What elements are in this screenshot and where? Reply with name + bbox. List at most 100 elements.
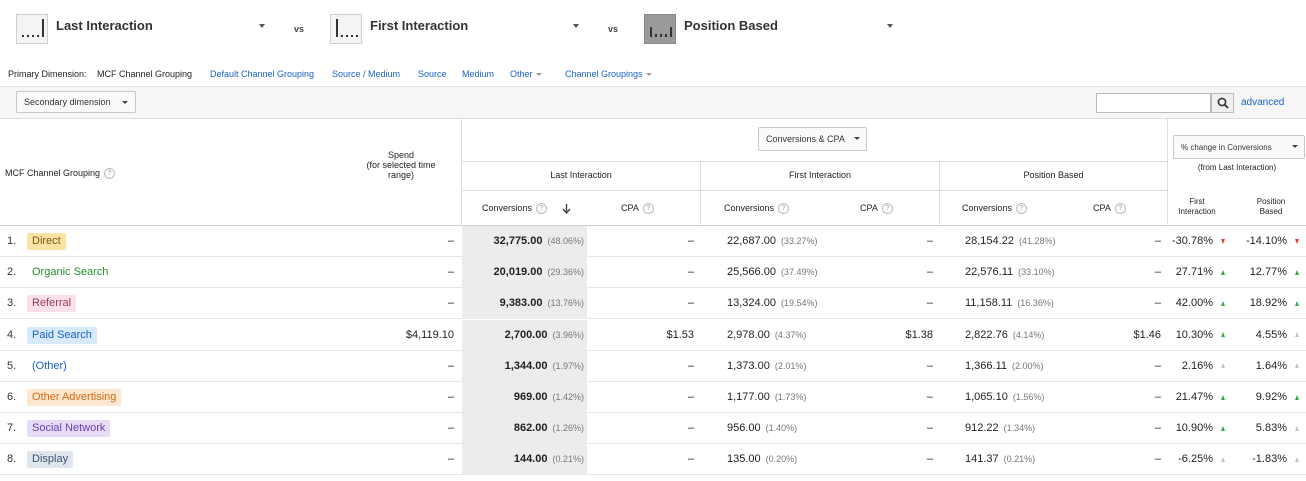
spend-cell: – [447,453,454,466]
pb-cpa-cell: – [1154,235,1161,247]
pb-conversions-cell: 28,154.22 (41.28%) [965,226,1055,257]
link-source-medium[interactable]: Source / Medium [332,69,401,79]
chevron-down-icon [1292,145,1298,148]
fi-conversions-pct: (33.27%) [780,236,818,246]
pb-conversions-pct: (1.56%) [1012,392,1045,402]
link-channel-groupings-dropdown[interactable]: Channel Groupings [565,69,652,79]
change-position-cell: -1.83% [1252,453,1287,466]
model-select-position-based[interactable]: Position Based [644,14,894,44]
li-conversions-cell: 1,344.00 (1.97%) [462,351,584,382]
spend-cell: – [447,391,454,403]
pb-conversions-pct: (0.21%) [1003,454,1036,465]
li-cpa-cell: – [687,266,694,279]
search-button[interactable] [1211,93,1234,113]
channel-link[interactable]: Other Advertising [27,389,122,406]
help-icon[interactable]: ? [104,168,116,180]
table-toolbar: Secondary dimension advanced [0,86,1306,119]
table-row: 1. Direct – 32,775.00 (48.06%) – 22,687.00 (33.… [0,226,1306,257]
fi-conversions-value: 13,324.00 [727,297,776,310]
header-spend[interactable]: Spend (for selected time range) [352,150,450,180]
pb-conversions-cell: 141.37 (0.21%) [965,444,1035,475]
change-arrow-icon [1221,269,1225,275]
advanced-filter-link[interactable]: advanced [1241,97,1285,108]
search-input[interactable] [1096,93,1211,113]
fi-cpa-cell: – [926,422,933,435]
li-conversions-cell: 862.00 (1.26%) [462,413,584,444]
help-icon[interactable]: ? [881,203,893,215]
header-pb-cpa[interactable]: CPA? [1093,203,1126,215]
help-icon[interactable]: ? [536,203,548,215]
link-source[interactable]: Source [418,69,447,79]
help-icon[interactable]: ? [1016,203,1028,215]
metric-group-select[interactable]: Conversions & CPA [758,127,867,151]
change-arrow-icon [1295,300,1299,306]
link-other-dropdown[interactable]: Other [510,69,542,79]
header-channel-grouping: MCF Channel Grouping? [5,168,116,180]
header-fi-conversions[interactable]: Conversions? [724,203,790,215]
percent-change-select[interactable]: % change in Conversions [1173,135,1305,159]
help-icon[interactable]: ? [642,203,654,215]
help-icon[interactable]: ? [778,203,790,215]
pb-conversions-value: 2,822.76 [965,328,1008,341]
header-change-position[interactable]: Position Based [1244,197,1298,217]
channel-link[interactable]: Organic Search [27,264,114,282]
pb-conversions-pct: (16.36%) [1017,298,1054,309]
header-li-conversions[interactable]: Conversions? [482,203,571,215]
li-conversions-cell: 20,019.00 (29.36%) [462,257,584,288]
link-medium[interactable]: Medium [462,69,495,79]
link-default-channel-grouping[interactable]: Default Channel Grouping [210,69,315,79]
chevron-down-icon [887,24,893,28]
primary-dimension-label: Primary Dimension: [8,69,87,79]
help-icon[interactable]: ? [1114,203,1126,215]
model-label: First Interaction [370,18,469,33]
change-arrow-icon [1221,394,1225,400]
channel-link[interactable]: Paid Search [27,326,97,344]
change-position-cell: 18.92% [1249,297,1287,310]
sorted-column-shade [462,319,587,351]
change-arrow-icon [1295,456,1299,462]
fi-conversions-value: 135.00 [727,453,761,466]
header-change-first[interactable]: First Interaction [1168,197,1226,217]
last-interaction-icon [16,14,48,44]
header-channel-label: MCF Channel Grouping [5,168,101,178]
model-select-last-interaction[interactable]: Last Interaction [16,14,266,44]
sorted-column-shade [462,257,587,289]
li-conversions-value: 9,383.00 [499,297,543,310]
table-header: MCF Channel Grouping? Spend (for selecte… [0,119,1306,226]
header-fi-cpa[interactable]: CPA? [860,203,893,215]
pb-conversions-pct: (4.14%) [1012,329,1045,340]
fi-conversions-pct: (4.37%) [774,329,807,340]
header-li-cpa[interactable]: CPA? [621,203,654,215]
change-first-cell: 2.16% [1181,359,1213,372]
sorted-column-shade [462,288,587,320]
channel-link[interactable]: Social Network [27,420,111,438]
change-first-cell: 10.30% [1175,328,1213,341]
fi-conversions-pct: (1.73%) [774,392,807,402]
secondary-dimension-select[interactable]: Secondary dimension [16,91,136,113]
fi-conversions-cell: 13,324.00 (19.54%) [727,288,817,319]
pb-conversions-pct: (33.10%) [1018,267,1055,278]
row-index: 2. [7,266,17,279]
li-conversions-pct: (29.36%) [547,267,584,278]
pb-conversions-cell: 1,366.11 (2.00%) [965,351,1044,382]
row-index: 6. [7,391,17,403]
li-conversions-pct: (1.26%) [552,423,584,434]
header-pb-conversions[interactable]: Conversions? [962,203,1028,215]
model-select-first-interaction[interactable]: First Interaction [330,14,580,44]
channel-link[interactable]: (Other) [27,357,72,375]
change-position-arrow [1289,320,1299,351]
fi-conversions-cell: 22,687.00 (33.27%) [727,226,817,257]
channel-link[interactable]: Direct [27,233,66,250]
channel-link[interactable]: Referral [27,295,77,313]
change-arrow-icon [1295,425,1299,431]
channel-link[interactable]: Display [27,451,74,469]
li-conversions-cell: 9,383.00 (13.76%) [462,288,584,319]
position-based-icon [644,14,676,44]
model-label: Position Based [684,18,778,33]
header-change-first-2: Interaction [1178,207,1216,216]
change-first-cell: 27.71% [1175,266,1213,279]
pb-conversions-pct: (41.28%) [1018,236,1056,246]
primary-dimension-current: MCF Channel Grouping [97,69,193,79]
change-arrow-icon [1295,269,1299,275]
change-position-arrow [1289,257,1299,288]
